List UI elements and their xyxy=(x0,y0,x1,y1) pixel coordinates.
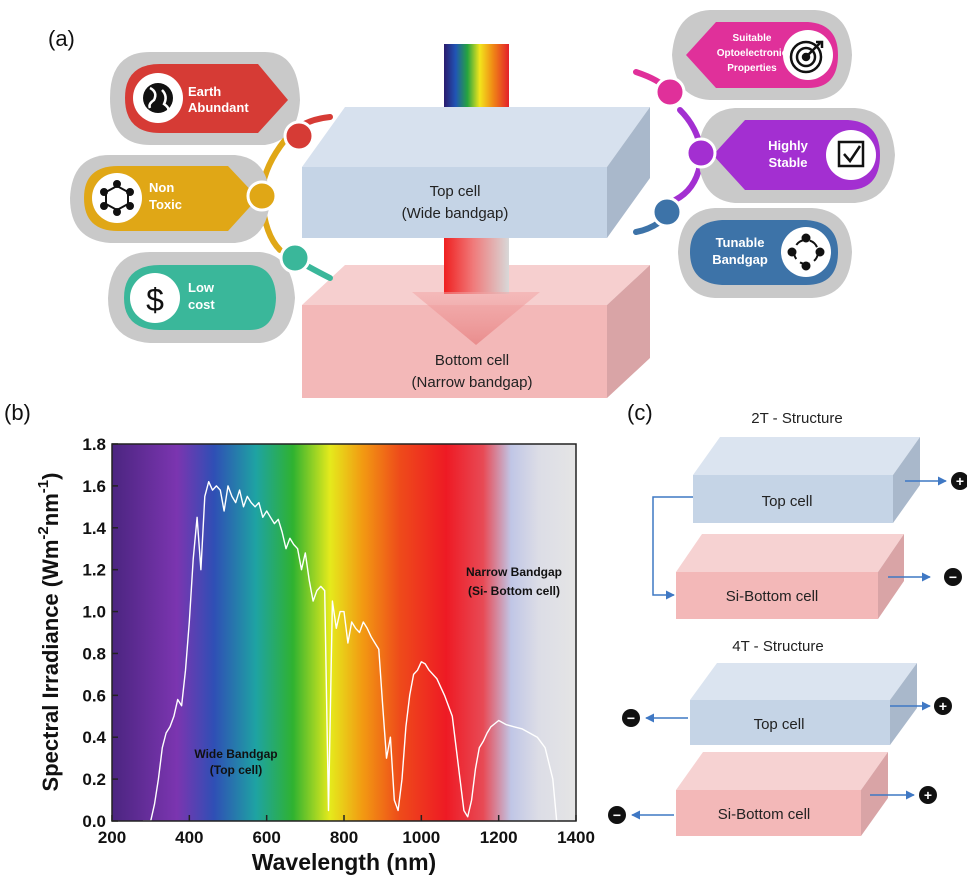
feature-tunable-bandgap: Tunable Bandgap xyxy=(651,196,852,298)
svg-text:+: + xyxy=(939,698,947,714)
dollar-icon: $ xyxy=(146,282,164,318)
feature-label: Abundant xyxy=(188,100,249,115)
y-tick-label: 1.8 xyxy=(82,435,106,454)
4t-top-cell: Top cell xyxy=(690,663,917,745)
y-tick-label: 0.0 xyxy=(82,812,106,831)
feature-highly-stable: Highly Stable xyxy=(685,108,895,203)
minus-icon: − xyxy=(944,568,962,586)
x-tick-label: 1400 xyxy=(557,828,595,847)
annotation-narrow-bandgap-sub: (Si- Bottom cell) xyxy=(468,584,560,598)
x-tick-label: 800 xyxy=(330,828,358,847)
feature-label: Non xyxy=(149,180,174,195)
feature-label: Earth xyxy=(188,84,221,99)
feature-optoelectronic: Suitable Optoelectronic Properties xyxy=(654,10,852,108)
plus-icon: + xyxy=(951,472,967,490)
bottom-cell-sublabel: (Narrow bandgap) xyxy=(412,374,533,391)
2t-top-cell: Top cell xyxy=(693,437,920,523)
y-tick-label: 0.8 xyxy=(82,644,106,663)
x-tick-label: 1200 xyxy=(480,828,518,847)
svg-text:−: − xyxy=(949,569,957,585)
feature-label: cost xyxy=(188,297,215,312)
y-tick-label: 1.4 xyxy=(82,519,106,538)
spectrum-background xyxy=(112,444,576,821)
svg-text:−: − xyxy=(613,807,621,823)
molecule-icon xyxy=(100,180,134,216)
feature-low-cost: $ Low cost xyxy=(108,242,311,343)
feature-label: Suitable xyxy=(733,33,772,44)
panel-a-label: (a) xyxy=(48,26,75,51)
feature-label: Stable xyxy=(768,155,807,170)
4t-bottom-cell-label: Si-Bottom cell xyxy=(718,806,811,823)
x-tick-label: 1000 xyxy=(402,828,440,847)
minus-icon: − xyxy=(608,806,626,824)
structure-2t-title: 2T - Structure xyxy=(751,410,842,427)
feature-label: Low xyxy=(188,280,215,295)
panel-a: (a) Top cell (Wide bandgap) Bottom cell … xyxy=(48,10,895,398)
panel-b-label: (b) xyxy=(4,400,31,425)
y-tick-label: 0.6 xyxy=(82,686,106,705)
bottom-cell-label: Bottom cell xyxy=(435,352,509,369)
top-cell-label: Top cell xyxy=(430,183,481,200)
minus-icon: − xyxy=(622,709,640,727)
svg-text:+: + xyxy=(956,473,964,489)
2t-series-connection xyxy=(652,496,693,600)
4t-top-cell-label: Top cell xyxy=(754,716,805,733)
annotation-narrow-bandgap: Narrow Bandgap xyxy=(466,565,562,579)
top-cell-sublabel: (Wide bandgap) xyxy=(402,205,509,222)
panel-b: (b) 200 400 600 800 1000 1200 1400 0.0 0.2 0.4 0.6… xyxy=(4,400,595,875)
feature-earth-abundant: Earth Abundant xyxy=(110,52,315,152)
svg-text:−: − xyxy=(627,710,635,726)
y-tick-label: 1.0 xyxy=(82,603,106,622)
svg-text:+: + xyxy=(924,787,932,803)
feature-label: Optoelectronic xyxy=(717,48,788,59)
y-axis-label: Spectral Irradiance (Wm-2nm-1) xyxy=(35,473,63,792)
feature-label: Tunable xyxy=(716,235,765,250)
plus-icon: + xyxy=(934,697,952,715)
x-tick-label: 600 xyxy=(252,828,280,847)
annotation-wide-bandgap: Wide Bandgap xyxy=(194,747,277,761)
2t-bottom-cell: Si-Bottom cell xyxy=(676,534,904,619)
feature-label: Toxic xyxy=(149,197,182,212)
target-icon xyxy=(789,40,824,74)
cycle-icon xyxy=(787,233,825,271)
checkbox-icon xyxy=(837,140,865,168)
panel-c: (c) 2T - Structure Top cell Si-Bottom ce… xyxy=(608,400,967,836)
feature-label: Bandgap xyxy=(712,252,768,267)
2t-bottom-cell-label: Si-Bottom cell xyxy=(726,588,819,605)
structure-4t-title: 4T - Structure xyxy=(732,638,823,655)
feature-label: Properties xyxy=(727,63,777,74)
plus-icon: + xyxy=(919,786,937,804)
feature-non-toxic: Non Toxic xyxy=(70,155,278,243)
annotation-wide-bandgap-sub: (Top cell) xyxy=(210,763,262,777)
2t-top-cell-label: Top cell xyxy=(762,493,813,510)
y-tick-label: 0.2 xyxy=(82,770,106,789)
top-cell-block xyxy=(302,107,650,238)
y-tick-label: 0.4 xyxy=(82,728,106,747)
4t-bottom-cell: Si-Bottom cell xyxy=(676,752,888,836)
x-axis-label: Wavelength (nm) xyxy=(252,849,436,875)
panel-c-label: (c) xyxy=(627,400,653,425)
plot-area xyxy=(142,481,558,821)
x-tick-label: 400 xyxy=(175,828,203,847)
spectrum-series-line xyxy=(142,481,558,821)
y-tick-label: 1.2 xyxy=(82,561,106,580)
x-tick-label: 200 xyxy=(98,828,126,847)
axis-ticks: 200 400 600 800 1000 1200 1400 0.0 0.2 0.4 0.6 0.8 1… xyxy=(82,435,595,847)
globe-icon xyxy=(143,83,173,113)
transmitted-light-arrow xyxy=(412,232,540,345)
y-tick-label: 1.6 xyxy=(82,477,106,496)
feature-label: Highly xyxy=(768,138,808,153)
